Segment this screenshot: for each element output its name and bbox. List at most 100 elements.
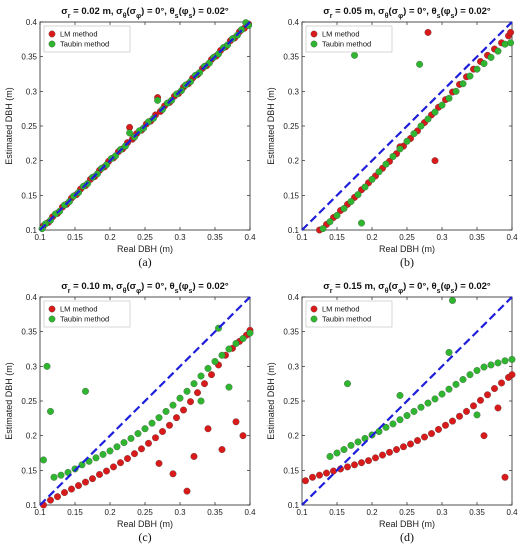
data-point bbox=[75, 482, 82, 490]
legend-label: Taubin method bbox=[322, 315, 371, 324]
data-point bbox=[225, 383, 233, 391]
data-point bbox=[463, 407, 470, 415]
y-tick-label: 0.1 bbox=[288, 226, 300, 235]
y-tick-label: 0.35 bbox=[21, 53, 37, 62]
data-point bbox=[396, 145, 404, 153]
y-tick-label: 0.15 bbox=[21, 191, 37, 200]
data-point bbox=[152, 434, 159, 442]
data-point bbox=[145, 439, 152, 447]
data-point bbox=[379, 451, 386, 459]
y-axis-label: Estimated DBH (m) bbox=[266, 362, 276, 440]
data-point bbox=[473, 411, 481, 419]
data-point bbox=[169, 470, 177, 478]
data-point bbox=[484, 391, 491, 399]
data-point bbox=[54, 493, 61, 501]
data-point bbox=[498, 379, 505, 387]
reference-line bbox=[39, 21, 251, 231]
legend-box bbox=[305, 25, 393, 53]
y-tick-label: 0.2 bbox=[288, 432, 300, 441]
x-tick-label: 0.15 bbox=[67, 233, 83, 242]
x-axis-label: Real DBH (m) bbox=[117, 244, 173, 254]
y-tick-label: 0.1 bbox=[288, 501, 300, 510]
y-tick-label: 0.4 bbox=[26, 293, 38, 302]
chart-title: σr = 0.15 m, σθ(σφ) = 0°, θs(φs) = 0.02° bbox=[323, 281, 491, 295]
data-point bbox=[232, 418, 240, 426]
data-point bbox=[361, 183, 369, 191]
data-point bbox=[239, 335, 247, 343]
data-point bbox=[365, 457, 372, 465]
legend-marker bbox=[310, 40, 318, 48]
y-axis-label: Estimated DBH (m) bbox=[4, 362, 14, 440]
chart-title: σr = 0.02 m, σθ(σφ) = 0°, θs(φs) = 0.02° bbox=[61, 6, 229, 20]
data-point bbox=[396, 416, 404, 424]
data-point bbox=[138, 445, 145, 453]
panel-caption: (d) bbox=[400, 530, 414, 544]
data-point bbox=[204, 425, 212, 433]
legend-label: Taubin method bbox=[60, 315, 109, 324]
x-tick-label: 0.2 bbox=[104, 508, 116, 517]
data-point bbox=[431, 395, 439, 403]
data-point bbox=[466, 72, 474, 80]
data-point bbox=[386, 448, 393, 456]
data-point bbox=[326, 453, 334, 460]
x-tick-label: 0.25 bbox=[399, 233, 415, 242]
data-point bbox=[477, 396, 484, 404]
data-point bbox=[424, 115, 432, 123]
x-tick-label: 0.3 bbox=[436, 508, 448, 517]
data-point bbox=[218, 351, 226, 359]
legend-label: LM method bbox=[322, 305, 360, 314]
chart-title: σr = 0.05 m, σθ(σφ) = 0°, θs(φs) = 0.02° bbox=[323, 6, 491, 20]
data-point bbox=[159, 428, 166, 435]
data-point bbox=[169, 401, 177, 409]
data-point bbox=[507, 39, 515, 47]
data-point bbox=[393, 446, 400, 453]
data-point bbox=[354, 191, 362, 199]
reference-line bbox=[301, 21, 513, 231]
data-point bbox=[347, 198, 355, 206]
scatter-panel: σr = 0.15 m, σθ(σφ) = 0°, θs(φs) = 0.02°… bbox=[266, 281, 518, 544]
data-point bbox=[403, 137, 411, 145]
reference-line bbox=[39, 296, 251, 506]
y-tick-label: 0.35 bbox=[283, 53, 299, 62]
data-point bbox=[494, 359, 502, 367]
y-tick-label: 0.15 bbox=[21, 466, 37, 475]
data-point bbox=[347, 441, 355, 449]
data-point bbox=[459, 80, 467, 88]
scatter-panel: σr = 0.10 m, σθ(σφ) = 0°, θs(φs) = 0.02°… bbox=[4, 281, 256, 544]
data-point bbox=[113, 443, 121, 451]
data-point bbox=[64, 468, 72, 476]
legend-marker bbox=[310, 315, 318, 323]
data-point bbox=[333, 449, 341, 457]
y-tick-label: 0.4 bbox=[288, 18, 300, 27]
data-point bbox=[330, 467, 337, 475]
y-tick-label: 0.4 bbox=[288, 293, 300, 302]
data-point bbox=[480, 363, 488, 371]
data-point bbox=[480, 432, 488, 440]
x-tick-label: 0.1 bbox=[34, 508, 46, 517]
data-point bbox=[208, 371, 215, 379]
data-point bbox=[106, 447, 114, 455]
data-point bbox=[340, 446, 348, 453]
data-point bbox=[351, 461, 358, 469]
data-point bbox=[232, 340, 240, 347]
data-point bbox=[407, 440, 414, 448]
data-point bbox=[344, 380, 351, 388]
data-point bbox=[473, 367, 481, 374]
data-point bbox=[449, 297, 456, 304]
data-point bbox=[351, 51, 358, 59]
data-point bbox=[131, 450, 138, 458]
legend-label: LM method bbox=[60, 305, 98, 314]
x-tick-label: 0.4 bbox=[244, 233, 256, 242]
data-point bbox=[218, 446, 226, 453]
data-point bbox=[82, 478, 89, 486]
x-tick-label: 0.2 bbox=[366, 233, 378, 242]
y-tick-label: 0.25 bbox=[283, 397, 299, 406]
data-point bbox=[82, 387, 89, 395]
x-tick-label: 0.25 bbox=[399, 508, 415, 517]
data-point bbox=[473, 65, 481, 73]
data-point bbox=[183, 387, 191, 395]
legend-label: LM method bbox=[322, 30, 360, 39]
x-axis-label: Real DBH (m) bbox=[117, 519, 173, 529]
y-tick-label: 0.3 bbox=[288, 87, 300, 96]
data-point bbox=[201, 380, 208, 388]
